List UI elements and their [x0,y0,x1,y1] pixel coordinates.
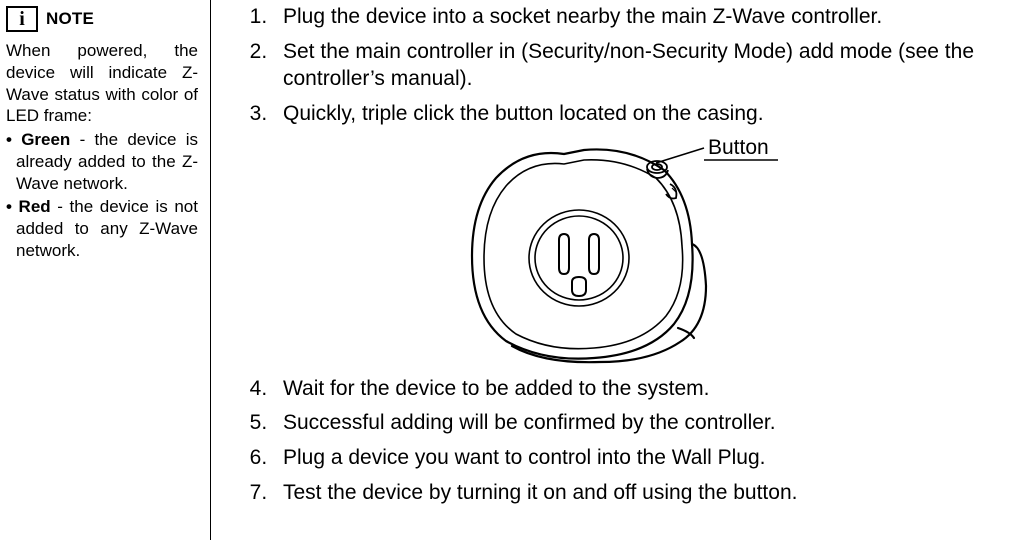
step-item: Plug a device you want to control into t… [273,445,1009,472]
button-label: Button [708,136,769,159]
bullet-label: Red [19,197,51,216]
bullet-dot: • [6,130,21,149]
note-bullets: • Green - the device is already added to… [6,129,198,262]
note-bullet: • Green - the device is already added to… [6,129,198,194]
step-item: Test the device by turning it on and off… [273,480,1009,507]
step-item: Set the main controller in (Security/non… [273,39,1009,93]
step-item: Wait for the device to be added to the s… [273,376,1009,403]
info-icon: i [6,6,38,32]
step-item: Successful adding will be confirmed by t… [273,410,1009,437]
page: i NOTE When powered, the device will ind… [0,0,1019,555]
note-intro: When powered, the device will indicate Z… [6,40,198,127]
step-item: Quickly, triple click the button located… [273,101,1009,128]
sidebar-note: i NOTE When powered, the device will ind… [0,0,210,555]
bullet-dot: • [6,197,19,216]
note-header: i NOTE [6,6,198,32]
note-label: NOTE [46,9,94,29]
note-body: When powered, the device will indicate Z… [6,40,198,262]
note-bullet: • Red - the device is not added to any Z… [6,196,198,261]
steps-list: Plug the device into a socket nearby the… [239,4,1009,128]
steps-list-continued: Wait for the device to be added to the s… [239,376,1009,508]
bullet-label: Green [21,130,70,149]
wall-plug-illustration: Button [414,136,834,366]
main-content: Plug the device into a socket nearby the… [211,0,1019,555]
button-callout: Button [656,136,778,163]
figure: Button [239,136,1009,366]
step-item: Plug the device into a socket nearby the… [273,4,1009,31]
